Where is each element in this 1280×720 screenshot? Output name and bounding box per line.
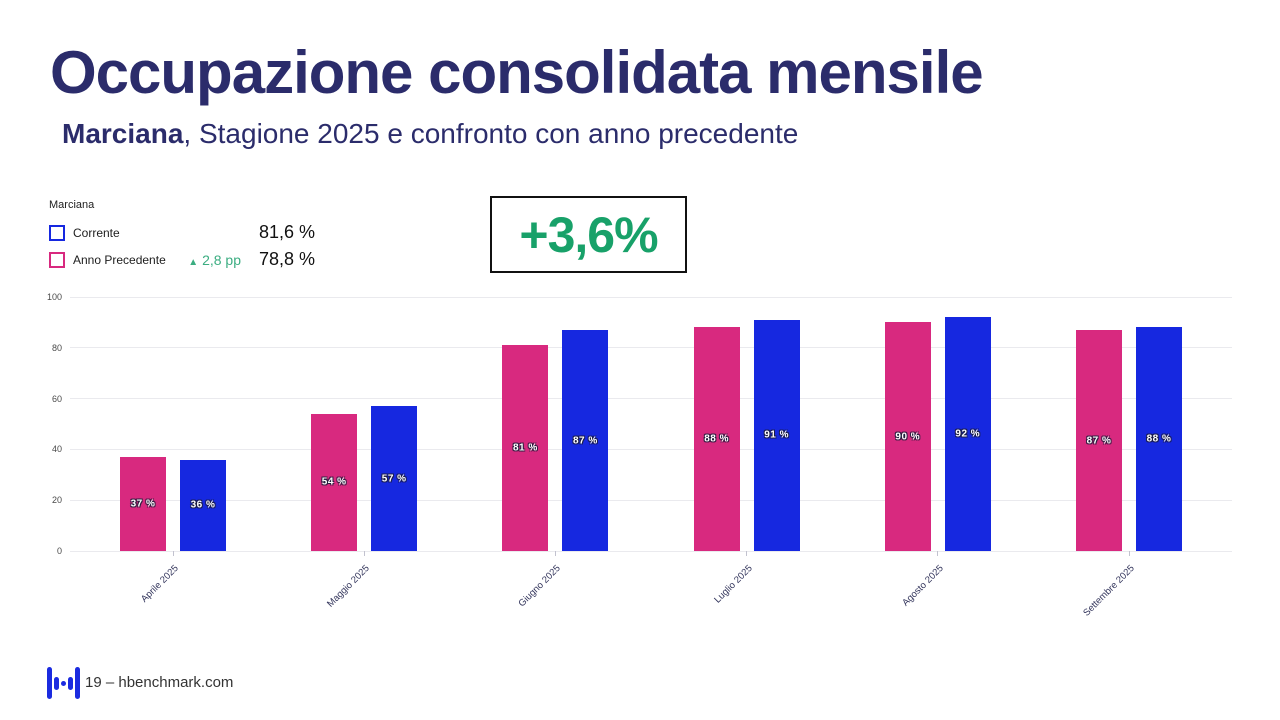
x-axis-tick bbox=[172, 551, 174, 556]
bar-corrente-agosto-2025: 92 % bbox=[944, 317, 991, 551]
gridline-y-20 bbox=[70, 499, 1232, 501]
corrente-swatch-icon bbox=[49, 224, 65, 241]
x-axis-tick-label: Luglio 2025 bbox=[711, 563, 755, 606]
legend-value-corrente: 81,6 % bbox=[258, 222, 315, 242]
bar-value-label: 57 % bbox=[381, 473, 407, 485]
hbenchmark-logo-icon bbox=[47, 666, 80, 700]
bar-corrente-giugno-2025: 87 % bbox=[562, 330, 609, 551]
bar-value-label: 90 % bbox=[895, 431, 921, 443]
x-axis-tick bbox=[746, 551, 748, 556]
bar-chart: 0 20 40 60 80 100 37 % 36 % Aprile 2025 54 % 57 % M… bbox=[47, 292, 1232, 619]
bar-corrente-aprile-2025: 36 % bbox=[180, 459, 226, 551]
gridline-y-0 bbox=[70, 550, 1232, 552]
y-axis-tick-label: 20 bbox=[51, 495, 62, 506]
subtitle-property-name: Marciana bbox=[62, 118, 184, 149]
bar-value-label: 91 % bbox=[764, 429, 789, 441]
legend-label-anno-precedente: Anno Precedente bbox=[73, 252, 166, 267]
y-axis-tick-label: 0 bbox=[56, 546, 62, 556]
legend-value-anno-precedente: 78,8 % bbox=[258, 249, 315, 269]
bar-anno-precedente-maggio-2025: 54 % bbox=[311, 413, 358, 551]
x-axis-tick bbox=[1128, 551, 1130, 556]
gridline-y-80 bbox=[70, 347, 1232, 349]
bar-value-label: 87 % bbox=[1086, 435, 1112, 447]
page-title: Occupazione consolidata mensile bbox=[50, 39, 984, 106]
gridline-y-100 bbox=[70, 296, 1232, 298]
legend-row-corrente: Corrente 81,6 % bbox=[49, 219, 315, 246]
x-axis-tick-label: Agosto 2025 bbox=[900, 563, 946, 609]
x-axis-tick bbox=[363, 551, 365, 556]
bar-value-label: 36 % bbox=[190, 499, 216, 511]
y-axis-tick-label: 80 bbox=[51, 342, 62, 353]
subtitle-rest: , Stagione 2025 e confronto con anno pre… bbox=[183, 118, 799, 149]
x-axis-tick bbox=[937, 551, 939, 556]
bar-anno-precedente-giugno-2025: 81 % bbox=[502, 345, 549, 551]
bar-corrente-maggio-2025: 57 % bbox=[371, 406, 418, 551]
y-axis-tick-label: 60 bbox=[51, 393, 62, 404]
bar-value-label: 81 % bbox=[512, 442, 538, 454]
bar-anno-precedente-agosto-2025: 90 % bbox=[884, 322, 931, 551]
x-axis-tick-label: Settembre 2025 bbox=[1081, 563, 1137, 619]
bar-anno-precedente-aprile-2025: 37 % bbox=[120, 457, 166, 551]
x-axis-tick-label: Maggio 2025 bbox=[325, 563, 372, 610]
delta-highlight-box: +3,6% bbox=[490, 196, 687, 273]
bar-value-label: 88 % bbox=[704, 433, 729, 445]
up-arrow-icon: ▲ bbox=[188, 256, 199, 268]
gridline-y-40 bbox=[70, 448, 1232, 450]
legend: Marciana Corrente 81,6 % Anno Precedente… bbox=[49, 199, 315, 273]
legend-row-anno-precedente: Anno Precedente ▲ 2,8 pp 78,8 % bbox=[49, 246, 315, 273]
x-axis-tick-label: Giugno 2025 bbox=[516, 563, 564, 610]
footer-page-and-site: 19 – hbenchmark.com bbox=[85, 674, 234, 691]
bar-value-label: 37 % bbox=[130, 498, 156, 510]
bar-value-label: 87 % bbox=[572, 435, 598, 447]
bar-value-label: 88 % bbox=[1146, 433, 1172, 445]
delta-pp-value: 2,8 pp bbox=[202, 251, 241, 268]
subtitle: Marciana, Stagione 2025 e confronto con … bbox=[62, 118, 798, 150]
legend-label-corrente: Corrente bbox=[73, 225, 120, 240]
gridline-y-60 bbox=[70, 398, 1232, 400]
x-axis-tick-label: Aprile 2025 bbox=[139, 563, 181, 605]
bar-value-label: 92 % bbox=[955, 428, 981, 440]
bar-corrente-settembre-2025: 88 % bbox=[1136, 327, 1182, 551]
y-axis-tick-label: 40 bbox=[51, 444, 62, 455]
bar-anno-precedente-settembre-2025: 87 % bbox=[1076, 330, 1122, 551]
delta-pp: ▲ 2,8 pp bbox=[188, 252, 241, 268]
bar-value-label: 54 % bbox=[321, 476, 347, 488]
x-axis-tick bbox=[554, 551, 556, 556]
anno-precedente-swatch-icon bbox=[49, 251, 65, 268]
y-axis-tick-label: 100 bbox=[46, 292, 62, 302]
bar-corrente-luglio-2025: 91 % bbox=[753, 319, 800, 551]
bar-anno-precedente-luglio-2025: 88 % bbox=[693, 327, 740, 551]
legend-heading: Marciana bbox=[49, 199, 95, 211]
delta-highlight-value: +3,6% bbox=[519, 206, 658, 263]
